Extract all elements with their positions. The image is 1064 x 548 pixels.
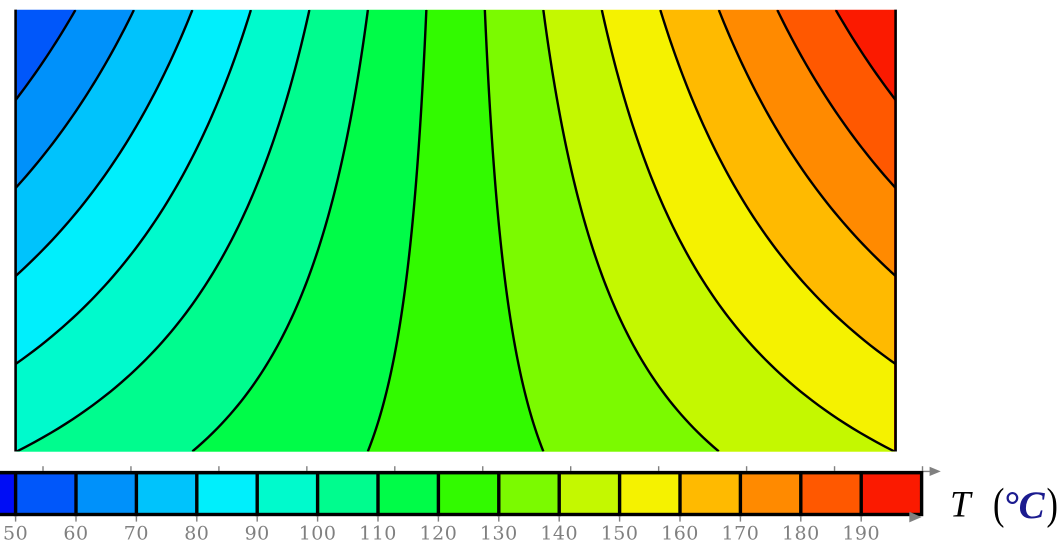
- colorbar-tick-label: 60: [63, 522, 88, 544]
- colorbar-cell: [438, 472, 499, 515]
- contour-line: [776, 10, 896, 190]
- axis-label-close-paren: ): [1047, 479, 1058, 528]
- colorbar-cell: [0, 472, 16, 515]
- axis-label-symbol: T: [950, 484, 973, 525]
- colorbar-cell: [257, 472, 318, 515]
- contour-line: [366, 10, 428, 452]
- top-axis-arrowhead: [929, 466, 941, 476]
- colorbar-axis-label: T ( °C ): [950, 479, 1058, 528]
- plot-border: [14, 9, 897, 452]
- colorbar-tick-label: 110: [359, 522, 397, 544]
- colorbar-cell: [317, 472, 378, 515]
- contour-line: [600, 10, 895, 452]
- colorbar-tick-label: 90: [245, 522, 270, 544]
- colorbar-cell: [378, 472, 439, 515]
- colorbar-tick-label: 150: [601, 522, 639, 544]
- colorbar-tick-label: 50: [3, 522, 28, 544]
- contour-line: [15, 10, 253, 366]
- colorbar-cell: [861, 472, 922, 515]
- colorbar-tick-label: 120: [420, 522, 458, 544]
- colorbar-cell: [136, 472, 197, 515]
- colorbar-tick-label: 160: [661, 522, 699, 544]
- colorbar-tick-label: 170: [722, 522, 760, 544]
- contour-lines: [15, 10, 896, 452]
- contour-line: [483, 10, 545, 452]
- bottom-axis-arrowhead: [909, 511, 922, 523]
- colorbar-tick-label: 100: [299, 522, 337, 544]
- colorbar-cell: [559, 472, 620, 515]
- colorbar-cell: [76, 472, 137, 515]
- axis-label-unit: °C: [1003, 484, 1046, 527]
- colorbar-cell: [196, 472, 258, 515]
- colorbar-tick-label: 130: [480, 522, 518, 544]
- colorbar-cell: [15, 472, 77, 515]
- colorbar-tick-label: 80: [184, 522, 209, 544]
- colorbar: 50 60 70 80 90 100 110 120 130 140 150 160 170 180 190: [0, 466, 941, 544]
- colorbar-cell: [619, 472, 680, 515]
- colorbar-tick-label: 70: [124, 522, 149, 544]
- contour-line: [16, 10, 311, 452]
- colorbar-cell: [740, 472, 801, 515]
- colorbar-tick-label: 190: [842, 522, 880, 544]
- colorbar-tick-label: 180: [782, 522, 820, 544]
- axis-label-open-paren: (: [993, 479, 1004, 528]
- contour-line: [659, 10, 896, 366]
- contour-line: [15, 10, 77, 102]
- colorbar-cell: [680, 472, 741, 515]
- contour-line: [15, 10, 135, 190]
- contour-line: [542, 10, 720, 452]
- colorbar-cell: [498, 472, 560, 515]
- colorbar-cell: [800, 472, 862, 515]
- contour-line: [834, 10, 896, 102]
- contour-line: [717, 10, 896, 278]
- colorbar-tick-label: 140: [540, 522, 578, 544]
- contour-line: [15, 10, 194, 278]
- contour-line: [191, 10, 370, 452]
